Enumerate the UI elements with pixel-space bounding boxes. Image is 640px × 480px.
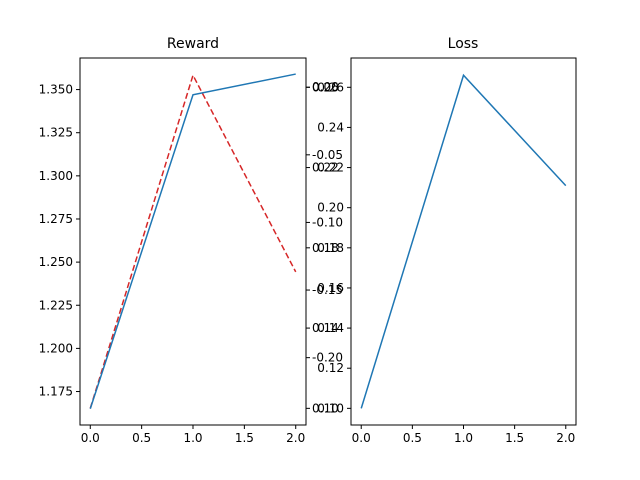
reward-y-tick-label: 1.225 xyxy=(39,298,73,312)
reward-y-tick-label: 1.325 xyxy=(39,126,73,140)
loss-y-tick-label: 0.12 xyxy=(317,361,344,375)
reward-right-y-tick-label: -0.10 xyxy=(312,215,343,229)
reward-y-tick-label: 1.250 xyxy=(39,255,73,269)
loss-x-tick-label: 0.5 xyxy=(403,431,422,445)
reward-y-tick-label: 1.350 xyxy=(39,83,73,97)
reward-secondary-series-line xyxy=(89,73,297,409)
reward-y-tick-label: 1.200 xyxy=(39,341,73,355)
reward-y-axis-right-secondary: -0.20 -0.15 -0.10 -0.05 0.00 xyxy=(306,80,343,365)
loss-y-tick-label: 0.18 xyxy=(317,241,344,255)
reward-right-y-tick-label: 0.22 xyxy=(312,161,339,175)
reward-y-tick-label: 1.275 xyxy=(39,212,73,226)
loss-y-tick-label: 0.20 xyxy=(317,201,344,215)
loss-y-tick-label: 0.10 xyxy=(317,401,344,415)
loss-series-line xyxy=(360,73,567,409)
loss-x-tick-label: 1.5 xyxy=(505,431,524,445)
loss-x-axis: 0.0 0.5 1.0 1.5 2.0 xyxy=(352,425,575,445)
loss-y-axis: 0.10 0.12 0.14 0.16 0.18 0.20 0.22 0.24 0.26 xyxy=(317,80,351,415)
reward-x-tick-label: 0.0 xyxy=(81,431,100,445)
reward-right-y-tick-label: 0.14 xyxy=(312,321,339,335)
reward-y-axis-left: 1.175 1.200 1.225 1.250 1.275 1.300 1.325 1.350 xyxy=(39,83,80,399)
loss-y-tick-label: 0.26 xyxy=(317,80,344,94)
reward-x-tick-label: 2.0 xyxy=(286,431,305,445)
reward-panel: Reward 0.0 0.5 1.0 1.5 2.0 1.1751.2001.2251.… xyxy=(39,36,343,445)
reward-title: Reward xyxy=(167,36,219,52)
loss-x-tick-label: 2.0 xyxy=(556,431,575,445)
reward-x-tick-label: 1.5 xyxy=(235,431,254,445)
reward-right-y-tick-label: 0.18 xyxy=(312,241,339,255)
reward-x-axis: 0.0 0.5 1.0 1.5 2.0 xyxy=(81,425,305,445)
loss-y-tick-label: 0.16 xyxy=(317,281,344,295)
loss-plot-frame xyxy=(350,57,577,426)
loss-panel: Loss 0.0 0.5 1.0 1.5 2.0 0.100.120.140.160.1… xyxy=(317,36,577,445)
reward-x-tick-label: 1.0 xyxy=(183,431,202,445)
loss-x-tick-label: 0.0 xyxy=(352,431,371,445)
reward-y-tick-label: 1.300 xyxy=(39,169,73,183)
reward-right-y-tick-label: 0.10 xyxy=(312,401,339,415)
reward-right-y-tick-label: 0.26 xyxy=(312,80,339,94)
loss-series-lines xyxy=(360,73,567,409)
reward-right-y-tick-label: -0.05 xyxy=(312,148,343,162)
loss-x-tick-label: 1.0 xyxy=(454,431,473,445)
reward-y-axis-right-primary: 0.10 0.14 0.18 0.22 0.26 xyxy=(306,80,339,415)
loss-y-tick-label: 0.22 xyxy=(317,161,344,175)
reward-series-lines xyxy=(89,73,297,410)
loss-y-tick-label: 0.24 xyxy=(317,120,344,134)
reward-right-y-tick-label: 0.00 xyxy=(312,80,339,94)
reward-x-tick-label: 0.5 xyxy=(132,431,151,445)
loss-title: Loss xyxy=(448,36,479,52)
reward-right-y-tick-label: -0.20 xyxy=(312,351,343,365)
reward-plot-frame xyxy=(79,57,307,426)
reward-y-tick-label: 1.175 xyxy=(39,385,73,399)
reward-series-line xyxy=(89,73,296,410)
reward-right-y-tick-label: -0.15 xyxy=(312,283,343,297)
loss-y-tick-label: 0.14 xyxy=(317,321,344,335)
